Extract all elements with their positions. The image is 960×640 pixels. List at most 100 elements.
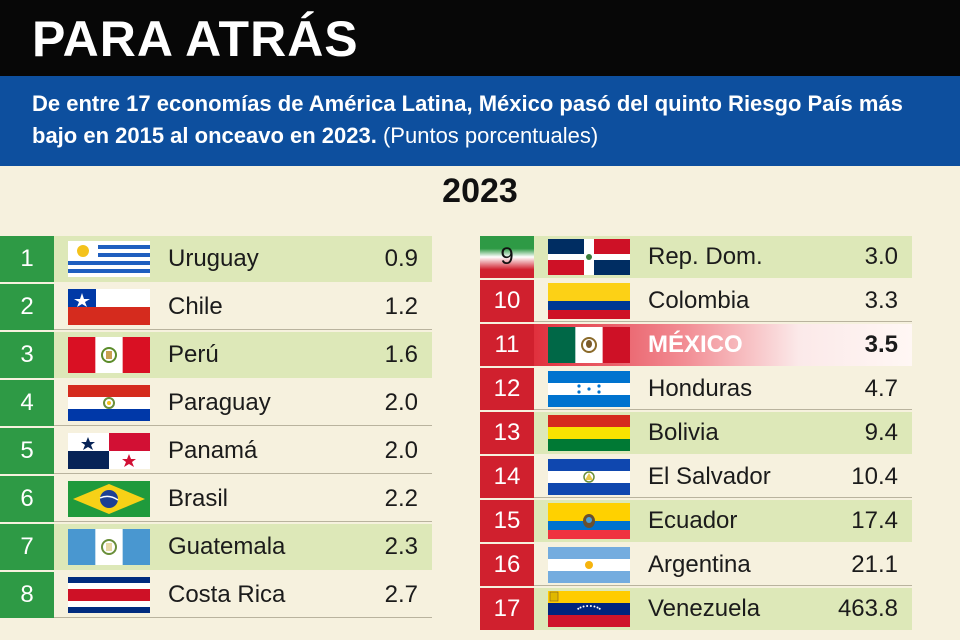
year-label: 2023 bbox=[442, 172, 518, 210]
risk-value: 3.0 bbox=[864, 243, 898, 270]
country-name: Honduras bbox=[648, 374, 753, 402]
row-content: Panamá 2.0 bbox=[54, 428, 432, 474]
table-row: 17 Venezuela 463.8 bbox=[480, 588, 912, 632]
brazil-flag-icon bbox=[68, 480, 150, 517]
country-name: MÉXICO bbox=[648, 331, 743, 358]
rank-badge: 4 bbox=[0, 380, 54, 426]
ranking-table-left: 1 Uruguay 0.9 2 Chile 1.2 3 Perú 1.6 4 Paraguay 2.0… bbox=[0, 236, 432, 620]
rank-badge: 5 bbox=[0, 428, 54, 474]
guatemala-flag-icon bbox=[68, 529, 150, 565]
row-content: Colombia 3.3 bbox=[534, 280, 912, 322]
risk-value: 3.5 bbox=[864, 331, 898, 358]
row-content: Perú 1.6 bbox=[54, 332, 432, 378]
row-content: Rep. Dom. 3.0 bbox=[534, 236, 912, 278]
rank-badge: 13 bbox=[480, 412, 534, 454]
rank-badge: 3 bbox=[0, 332, 54, 378]
colombia-flag-icon bbox=[548, 282, 630, 319]
risk-value: 0.9 bbox=[384, 245, 418, 272]
ranking-table-right: 9 Rep. Dom. 3.0 10 Colombia 3.3 11 MÉXICO 3.5 12 H… bbox=[480, 236, 912, 632]
risk-value: 2.3 bbox=[384, 533, 418, 560]
table-row: 15 Ecuador 17.4 bbox=[480, 500, 912, 544]
table-row: 14 El Salvador 10.4 bbox=[480, 456, 912, 500]
risk-value: 1.2 bbox=[384, 292, 418, 320]
country-name: Brasil bbox=[168, 484, 229, 512]
row-content: Argentina 21.1 bbox=[534, 544, 912, 586]
rank-badge: 7 bbox=[0, 524, 54, 570]
table-row: 6 Brasil 2.2 bbox=[0, 476, 432, 524]
page-title: PARA ATRÁS bbox=[32, 11, 359, 67]
rank-badge: 15 bbox=[480, 500, 534, 542]
table-row: 5 Panamá 2.0 bbox=[0, 428, 432, 476]
table-row: 13 Bolivia 9.4 bbox=[480, 412, 912, 456]
rank-badge: 10 bbox=[480, 280, 534, 322]
peru-flag-icon bbox=[68, 337, 150, 373]
risk-value: 2.0 bbox=[384, 388, 418, 416]
subtitle-text: De entre 17 economías de América Latina,… bbox=[32, 91, 903, 148]
row-content: Bolivia 9.4 bbox=[534, 412, 912, 454]
rank-badge: 9 bbox=[480, 236, 534, 278]
row-content: Paraguay 2.0 bbox=[54, 380, 432, 426]
country-name: Venezuela bbox=[648, 595, 761, 622]
country-name: Argentina bbox=[648, 550, 751, 578]
rank-badge: 12 bbox=[480, 368, 534, 410]
country-name: Colombia bbox=[648, 286, 750, 314]
table-row: 10 Colombia 3.3 bbox=[480, 280, 912, 324]
el-salvador-flag-icon bbox=[548, 458, 630, 495]
rank-badge: 2 bbox=[0, 284, 54, 330]
country-name: Perú bbox=[168, 341, 219, 368]
row-content: Honduras 4.7 bbox=[534, 368, 912, 410]
country-name: El Salvador bbox=[648, 462, 771, 490]
rank-badge: 6 bbox=[0, 476, 54, 522]
risk-value: 10.4 bbox=[851, 462, 898, 490]
table-row: 11 MÉXICO 3.5 bbox=[480, 324, 912, 368]
risk-value: 4.7 bbox=[864, 374, 898, 402]
rank-badge: 14 bbox=[480, 456, 534, 498]
risk-value: 3.3 bbox=[864, 286, 898, 314]
table-row: 16 Argentina 21.1 bbox=[480, 544, 912, 588]
risk-value: 463.8 bbox=[837, 595, 898, 622]
row-content: Ecuador 17.4 bbox=[534, 500, 912, 542]
risk-value: 1.6 bbox=[384, 341, 418, 368]
honduras-flag-icon bbox=[548, 370, 630, 407]
risk-value: 2.2 bbox=[384, 484, 418, 512]
risk-value: 2.0 bbox=[384, 436, 418, 464]
bolivia-flag-icon bbox=[548, 415, 630, 451]
row-content: El Salvador 10.4 bbox=[534, 456, 912, 498]
uruguay-flag-icon bbox=[68, 241, 150, 277]
rank-badge: 17 bbox=[480, 588, 534, 630]
title-bar: PARA ATRÁS bbox=[0, 0, 960, 76]
dominican-republic-flag-icon bbox=[548, 239, 630, 275]
country-name: Panamá bbox=[168, 436, 258, 464]
panama-flag-icon bbox=[68, 432, 150, 469]
country-name: Ecuador bbox=[648, 507, 738, 534]
country-name: Guatemala bbox=[168, 533, 286, 560]
argentina-flag-icon bbox=[548, 546, 630, 583]
row-content: Uruguay 0.9 bbox=[54, 236, 432, 282]
row-content: Chile 1.2 bbox=[54, 284, 432, 330]
table-row: 7 Guatemala 2.3 bbox=[0, 524, 432, 572]
country-name: Bolivia bbox=[648, 419, 719, 446]
row-content: Costa Rica 2.7 bbox=[54, 572, 432, 618]
table-row: 9 Rep. Dom. 3.0 bbox=[480, 236, 912, 280]
rank-badge: 16 bbox=[480, 544, 534, 586]
row-content: Guatemala 2.3 bbox=[54, 524, 432, 570]
chile-flag-icon bbox=[68, 288, 150, 325]
costa-rica-flag-icon bbox=[68, 576, 150, 613]
venezuela-flag-icon bbox=[548, 591, 630, 627]
units-text: (Puntos porcentuales) bbox=[382, 123, 599, 148]
table-row: 1 Uruguay 0.9 bbox=[0, 236, 432, 284]
rank-badge: 8 bbox=[0, 572, 54, 618]
country-name: Uruguay bbox=[168, 245, 259, 272]
row-content: Venezuela 463.8 bbox=[534, 588, 912, 630]
table-row: 4 Paraguay 2.0 bbox=[0, 380, 432, 428]
ecuador-flag-icon bbox=[548, 503, 630, 539]
rank-badge: 1 bbox=[0, 236, 54, 282]
paraguay-flag-icon bbox=[68, 384, 150, 421]
risk-value: 21.1 bbox=[851, 550, 898, 578]
country-name: Paraguay bbox=[168, 388, 271, 416]
rank-badge: 11 bbox=[480, 324, 534, 366]
table-row: 12 Honduras 4.7 bbox=[480, 368, 912, 412]
row-content: Brasil 2.2 bbox=[54, 476, 432, 522]
risk-value: 2.7 bbox=[384, 580, 418, 608]
subtitle-banner: De entre 17 economías de América Latina,… bbox=[0, 76, 960, 166]
